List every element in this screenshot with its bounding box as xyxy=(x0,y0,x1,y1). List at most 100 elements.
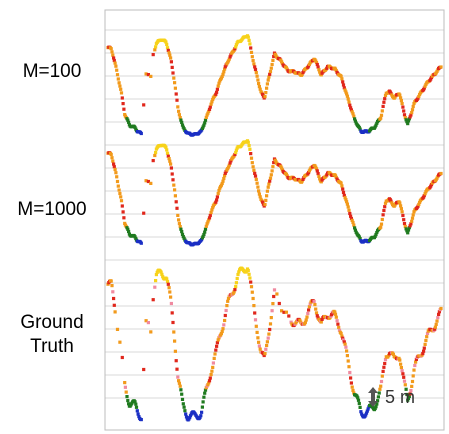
trajectory-point xyxy=(378,387,382,391)
trajectory-point xyxy=(169,301,173,306)
trajectory-point xyxy=(352,223,356,227)
trajectory-point xyxy=(380,217,384,222)
trajectory-point xyxy=(120,96,124,100)
trajectory-point xyxy=(257,189,261,193)
trajectory-point xyxy=(339,331,343,335)
trajectory-point xyxy=(352,114,356,118)
trajectory-point xyxy=(251,296,255,301)
trajectory-point xyxy=(170,65,174,69)
trajectory-point xyxy=(248,147,252,151)
trajectory-point xyxy=(366,407,370,411)
trajectory-point xyxy=(314,60,319,65)
trajectory-point xyxy=(183,409,187,413)
trajectory-point xyxy=(271,165,275,169)
trajectory-point xyxy=(414,360,418,364)
vertical-double-arrow-icon xyxy=(368,387,378,407)
trajectory-point xyxy=(247,144,251,148)
trajectory-point xyxy=(112,56,116,60)
trajectory-point xyxy=(220,181,224,186)
trajectory-point xyxy=(181,235,185,239)
trajectory-point xyxy=(202,232,206,237)
trajectory-point xyxy=(301,177,305,181)
trajectory-point xyxy=(373,406,377,411)
trajectory-point xyxy=(188,416,192,420)
trajectory-point xyxy=(172,330,176,334)
trajectory-point xyxy=(200,410,204,414)
trajectory-point xyxy=(265,343,269,348)
trajectory-point xyxy=(184,415,189,419)
trajectory-point xyxy=(112,162,116,166)
trajectory-point xyxy=(222,323,226,327)
row-label-ground-truth: Ground Truth xyxy=(20,312,84,357)
trajectory-point xyxy=(414,357,418,361)
trajectory-point xyxy=(303,320,307,324)
trajectory-point xyxy=(144,72,148,76)
trajectory-point xyxy=(334,315,338,319)
trajectory-point xyxy=(180,392,184,396)
trajectory-point xyxy=(382,208,386,213)
trajectory-point xyxy=(304,318,308,322)
trajectory-point xyxy=(211,206,215,210)
trajectory-point xyxy=(118,191,122,196)
trajectory-point xyxy=(383,97,387,101)
trajectory-point xyxy=(400,369,404,373)
trajectory-point xyxy=(169,60,173,64)
trajectory-point xyxy=(339,181,343,185)
trajectory-point xyxy=(316,65,320,69)
trajectory-point xyxy=(122,216,126,220)
trajectory-point xyxy=(402,375,406,379)
trajectory-point xyxy=(342,86,346,90)
trajectory-point xyxy=(234,284,238,289)
trajectory-point xyxy=(268,179,272,183)
trajectory-point xyxy=(119,195,123,199)
trajectory-point xyxy=(413,363,417,368)
trajectory-point xyxy=(257,81,261,86)
trajectory-point xyxy=(350,110,354,114)
trajectory-point xyxy=(434,322,438,326)
trajectory-point xyxy=(126,227,130,231)
trajectory-point xyxy=(199,414,203,418)
trajectory-point xyxy=(408,224,412,228)
trajectory-point xyxy=(306,311,310,316)
trajectory-point xyxy=(175,367,179,371)
trajectory-point xyxy=(165,148,169,152)
trajectory-point xyxy=(317,68,321,72)
trajectory-point xyxy=(154,150,158,155)
trajectory-point xyxy=(435,69,439,73)
trajectory-point xyxy=(204,386,208,390)
trajectory-point xyxy=(406,122,410,126)
trajectory-point xyxy=(318,70,322,74)
trajectory-point xyxy=(137,415,141,419)
trajectory-point xyxy=(153,285,157,289)
trajectory-point xyxy=(353,228,357,232)
trajectory-point xyxy=(236,272,240,277)
trajectory-point xyxy=(407,117,411,121)
trajectory-point xyxy=(261,92,265,96)
trajectory-point xyxy=(125,395,129,399)
trajectory-point xyxy=(339,74,343,78)
trajectory-point xyxy=(356,398,361,402)
trajectory-point xyxy=(257,344,261,348)
trajectory-point xyxy=(215,341,219,345)
trajectory-point xyxy=(248,42,252,46)
trajectory-point xyxy=(153,48,157,52)
trajectory-point xyxy=(258,347,262,351)
trajectory-point xyxy=(347,208,351,212)
trajectory-point xyxy=(111,53,115,57)
trajectory-point xyxy=(229,159,233,163)
trajectory-point xyxy=(266,78,270,82)
trajectory-point xyxy=(154,45,158,49)
trajectory-point xyxy=(228,161,232,165)
trajectory-point xyxy=(380,109,384,113)
trajectory-point xyxy=(123,221,127,225)
trajectory-point xyxy=(272,161,276,165)
trajectory-point xyxy=(279,58,283,62)
trajectory-point xyxy=(251,59,255,63)
trajectory-point xyxy=(223,313,227,318)
trajectory-point xyxy=(174,92,178,96)
trajectory-point xyxy=(270,169,274,173)
trajectory-point xyxy=(123,385,127,389)
trajectory-point xyxy=(120,355,124,360)
scale-label: 5 m xyxy=(385,386,416,407)
